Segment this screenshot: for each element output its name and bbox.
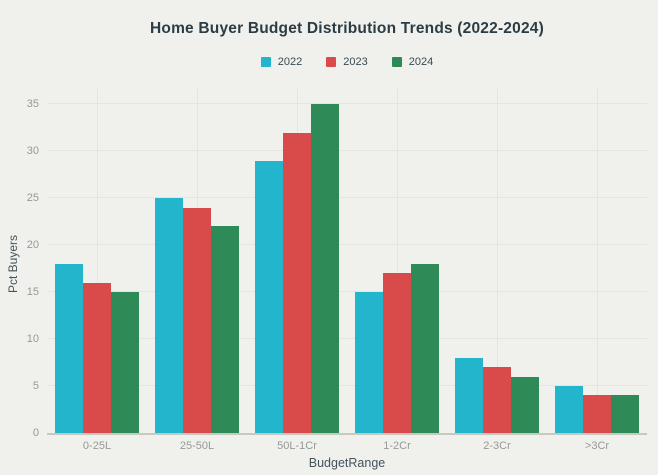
legend-item-2023: 2023 xyxy=(326,56,368,68)
y-tick-label: 0 xyxy=(32,427,39,439)
x-tick-label: 0-25L xyxy=(82,440,112,452)
bar-2022-50L-1Cr xyxy=(255,160,283,433)
bar-2023-2-3Cr xyxy=(483,367,511,433)
legend-item-2024: 2024 xyxy=(391,56,434,68)
plot-area: 0 5 10 15 20 25 30 35 xyxy=(27,88,647,439)
x-tick-label: 50L-1Cr xyxy=(277,440,317,452)
bar-group-50L-1Cr xyxy=(247,95,347,433)
x-tick-label: 1-2Cr xyxy=(383,440,411,452)
x-tick-label: 25-50L xyxy=(179,440,215,452)
bar-2023-1-2Cr xyxy=(383,273,411,433)
bar-group-25-50L xyxy=(147,95,247,433)
y-tick-label: 5 xyxy=(32,380,39,393)
x-axis-title: BudgetRange xyxy=(308,456,386,470)
bar-2024-1-2Cr xyxy=(411,264,439,433)
legend-item-2022: 2022 xyxy=(260,56,303,68)
h-gridline xyxy=(47,197,647,199)
legend-swatch-icon xyxy=(391,57,402,67)
x-tick-label: >3Cr xyxy=(584,440,610,452)
bar-2022-0-25L xyxy=(55,264,83,433)
chart-title: Home Buyer Budget Distribution Trends (2… xyxy=(150,20,544,37)
v-gridline xyxy=(97,88,98,433)
bar-2023->3Cr xyxy=(583,395,611,433)
h-gridline xyxy=(47,291,647,293)
bar-2022-1-2Cr xyxy=(355,292,383,433)
y-tick-label: 20 xyxy=(26,239,39,252)
v-gridline xyxy=(497,88,498,433)
y-tick-label: 10 xyxy=(26,333,39,346)
legend-label: 2022 xyxy=(277,56,303,68)
bar-2024-25-50L xyxy=(211,226,239,433)
legend-swatch-icon xyxy=(326,57,337,67)
bar-2023-25-50L xyxy=(183,207,211,433)
y-tick-label: 15 xyxy=(26,286,39,299)
bar-2024->3Cr xyxy=(611,395,639,433)
h-gridline xyxy=(47,103,647,105)
h-gridline xyxy=(47,385,647,387)
v-gridline xyxy=(397,88,398,433)
legend-label: 2023 xyxy=(343,56,368,68)
bar-group-2-3Cr xyxy=(447,95,547,433)
x-axis-tick-labels: 0-25L 25-50L 50L-1Cr 1-2Cr 2-3Cr >3Cr xyxy=(47,440,647,452)
y-tick-label: 25 xyxy=(26,192,39,205)
legend-swatch-icon xyxy=(260,57,271,67)
bar-2022-2-3Cr xyxy=(455,357,483,433)
v-gridline xyxy=(597,88,598,433)
bar-2024-2-3Cr xyxy=(511,376,539,433)
bar-groups xyxy=(47,95,647,433)
bar-2023-50L-1Cr xyxy=(283,132,311,433)
h-gridline xyxy=(47,244,647,246)
bar-2023-0-25L xyxy=(83,282,111,433)
y-tick-label: 30 xyxy=(26,145,39,158)
bar-group-1-2Cr xyxy=(347,95,447,433)
bar-2022->3Cr xyxy=(555,386,583,433)
bar-group-0-25L xyxy=(47,95,147,433)
bar-2024-0-25L xyxy=(111,292,139,433)
bar-group->3Cr xyxy=(547,95,647,433)
x-tick-label: 2-3Cr xyxy=(483,440,511,452)
h-gridline xyxy=(47,150,647,152)
legend-label: 2024 xyxy=(408,56,434,68)
bar-2022-25-50L xyxy=(155,198,183,433)
bar-2024-50L-1Cr xyxy=(311,104,339,433)
h-gridline xyxy=(47,338,647,340)
legend: 2022 2023 2024 xyxy=(47,56,647,68)
y-tick-label: 35 xyxy=(26,98,39,111)
